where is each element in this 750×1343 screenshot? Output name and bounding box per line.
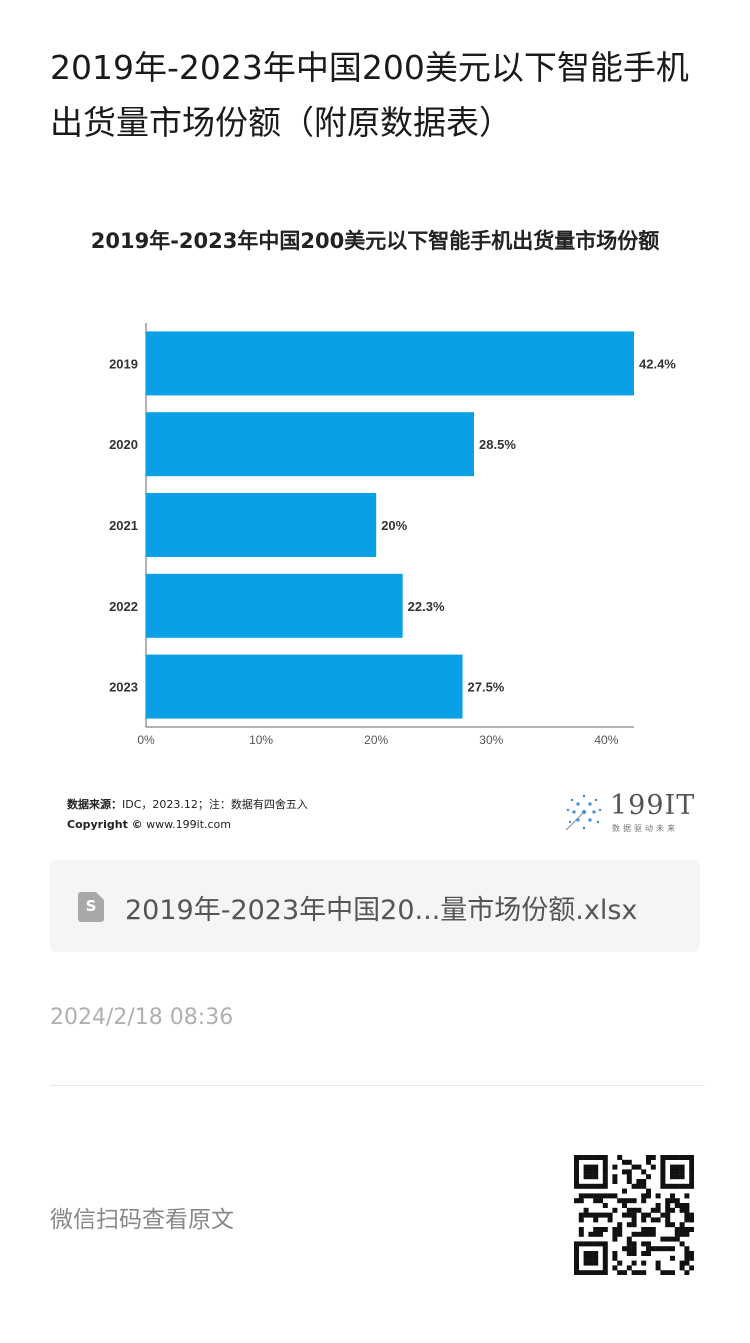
y-tick-label-2019: 2019	[109, 356, 138, 371]
brand-logo: 199IT 数据驱动未来	[560, 790, 700, 834]
x-tick-label: 0%	[137, 733, 155, 747]
bar-2020	[146, 412, 475, 477]
bar-2022	[146, 573, 403, 638]
article-title: 2019年-2023年中国200美元以下智能手机出货量市场份额（附原数据表）	[50, 48, 689, 142]
attachment-filename[interactable]: 2019年-2023年中国20...量市场份额.xlsx	[125, 895, 638, 926]
scan-to-read-original[interactable]: 微信扫码查看原文	[50, 1207, 234, 1233]
y-tick-label-2020: 2020	[109, 437, 138, 452]
publish-timestamp: 2024/2/18 08:36	[50, 1005, 234, 1030]
data-source-text: IDC，2023.12；注：数据有四舍五入	[122, 798, 308, 811]
copyright-label: Copyright ©	[67, 818, 143, 831]
dandelion-logo-icon	[565, 794, 602, 831]
bar-2019	[146, 331, 634, 396]
x-tick-label: 20%	[364, 733, 388, 747]
data-source-label: 数据来源：	[67, 798, 122, 811]
bar-2023	[146, 654, 463, 719]
data-label-2020: 28.5%	[479, 437, 516, 452]
copyright: Copyright © www.199it.com	[67, 818, 231, 831]
y-tick-label-2021: 2021	[109, 518, 138, 533]
x-tick-label: 30%	[479, 733, 503, 747]
brand-name: 199IT	[610, 790, 696, 821]
spreadsheet-icon: S	[78, 892, 104, 922]
y-tick-label-2022: 2022	[109, 599, 138, 614]
divider	[50, 1085, 705, 1086]
copyright-url: www.199it.com	[146, 818, 232, 831]
data-label-2022: 22.3%	[408, 599, 445, 614]
data-label-2021: 20%	[381, 518, 407, 533]
chart-title: 2019年-2023年中国200美元以下智能手机出货量市场份额	[90, 229, 660, 253]
data-label-2023: 27.5%	[468, 680, 505, 695]
y-tick-label-2023: 2023	[109, 680, 138, 695]
qr-code-icon[interactable]	[574, 1155, 694, 1275]
data-source: 数据来源：IDC，2023.12；注：数据有四舍五入	[67, 796, 308, 812]
attachment-card[interactable]: S 2019年-2023年中国20...量市场份额.xlsx	[50, 860, 700, 952]
bar-2021	[146, 493, 377, 557]
data-label-2019: 42.4%	[639, 356, 676, 371]
x-tick-label: 10%	[249, 733, 273, 747]
brand-slogan: 数据驱动未来	[612, 824, 678, 833]
x-tick-label: 40%	[594, 733, 618, 747]
